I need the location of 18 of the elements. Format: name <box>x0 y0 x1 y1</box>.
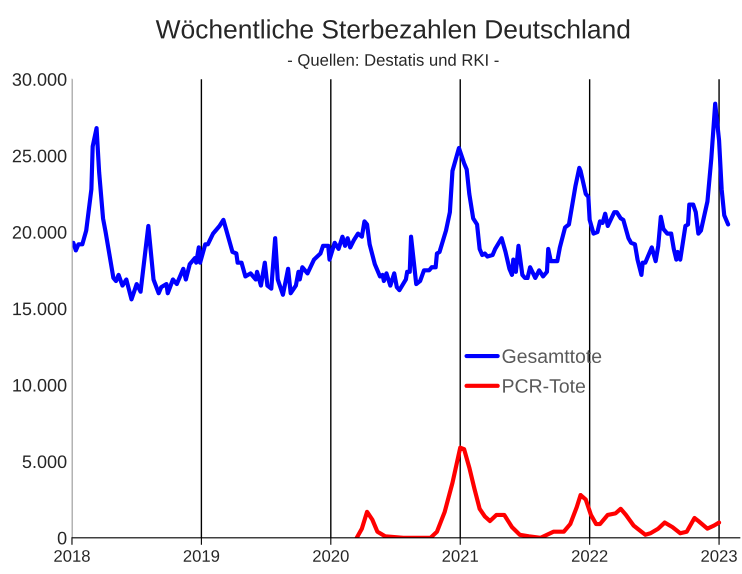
y-tick-label: 20.000 <box>12 226 66 239</box>
x-tick-label: 2021 <box>442 550 478 562</box>
x-tick-label: 2019 <box>184 550 220 562</box>
y-tick-label: 15.000 <box>13 302 66 316</box>
line-series <box>72 102 730 302</box>
chart-subtitle: - Quellen: Destatis und RKI - <box>288 54 499 69</box>
y-tick-label: 5.000 <box>22 455 66 468</box>
x-tick-label: 2018 <box>54 550 90 562</box>
chart-title: Wöchentliche Sterbezahlen Deutschland <box>156 19 630 39</box>
line-series <box>354 446 722 538</box>
legend-label: PCR-Tote <box>503 379 585 393</box>
y-tick-label: 10.000 <box>13 378 66 392</box>
x-tick-label: 2023 <box>701 550 737 562</box>
y-tick-label: 30.000 <box>12 73 66 86</box>
y-tick-label: 25.000 <box>12 150 66 162</box>
y-tick-label: 0 <box>58 532 66 545</box>
x-tick-label: 2020 <box>313 550 349 562</box>
x-tick-label: 2022 <box>572 550 608 562</box>
